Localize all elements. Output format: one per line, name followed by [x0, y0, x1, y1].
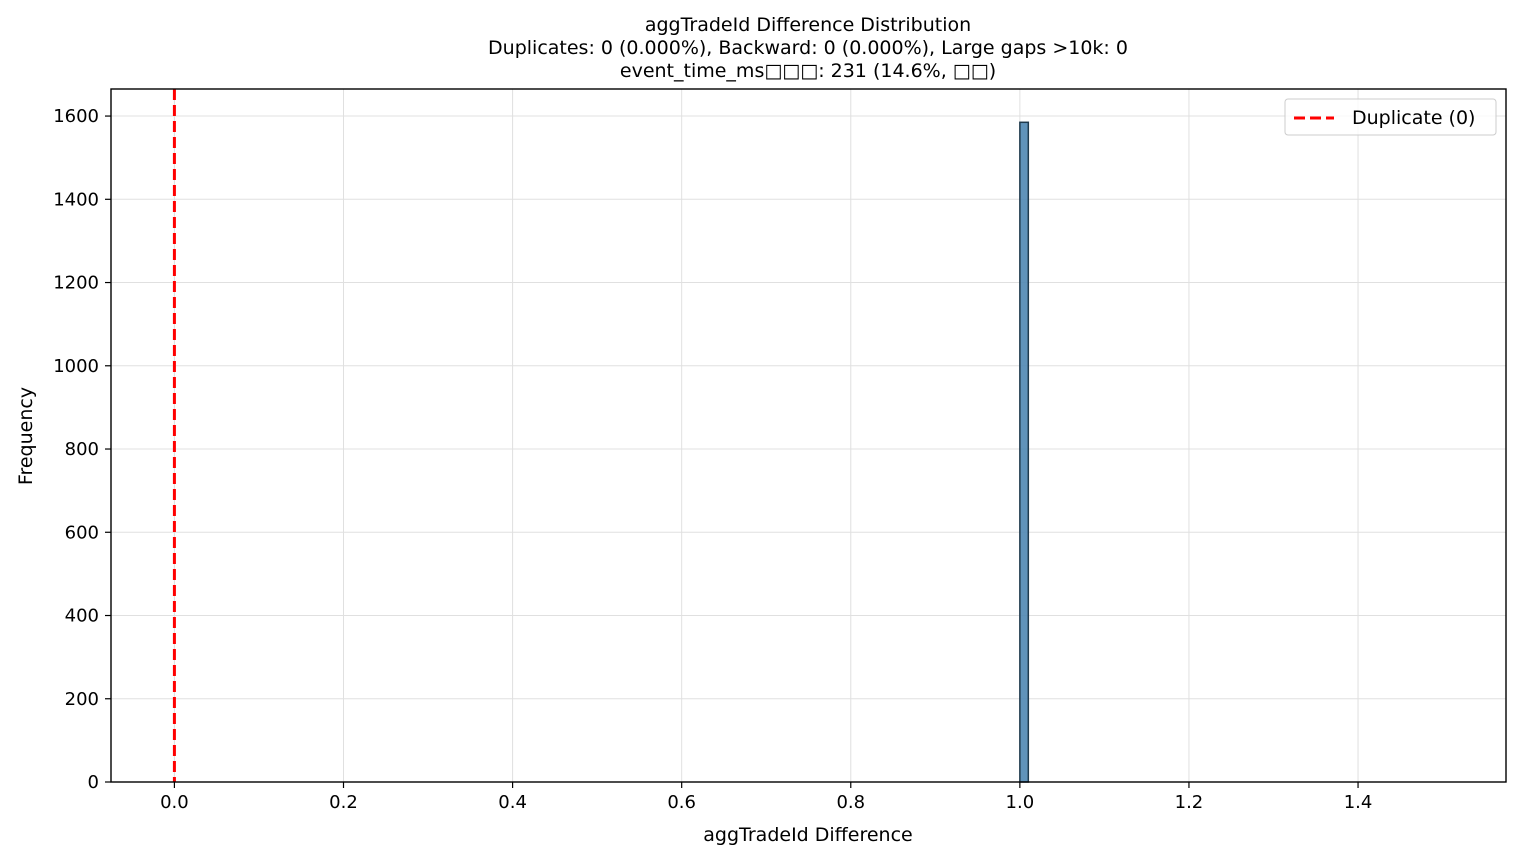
x-tick-label-6: 1.2 [1175, 792, 1204, 813]
y-tick-label-5: 1000 [53, 356, 99, 377]
x-tick-label-4: 0.8 [836, 792, 865, 813]
x-tick-label-2: 0.4 [498, 792, 527, 813]
grid-lines [111, 89, 1506, 783]
y-tick-label-2: 400 [65, 606, 99, 627]
x-axis-label: aggTradeId Difference [703, 824, 912, 846]
legend: Duplicate (0) [1284, 98, 1497, 136]
y-tick-label-6: 1200 [53, 273, 99, 294]
histogram-bar-0 [1019, 121, 1030, 783]
x-tick-label-5: 1.0 [1006, 792, 1035, 813]
chart-title-line-2: Duplicates: 0 (0.000%), Backward: 0 (0.0… [488, 37, 1128, 59]
chart-title-line-1: aggTradeId Difference Distribution [645, 14, 971, 36]
x-tick-label-0: 0.0 [160, 792, 189, 813]
plot-area-frame [110, 88, 1507, 783]
y-tick-label-3: 600 [65, 522, 99, 543]
y-tick-label-1: 200 [65, 689, 99, 710]
x-tick-label-3: 0.6 [667, 792, 696, 813]
legend-box [1284, 98, 1497, 136]
x-tick-label-7: 1.4 [1344, 792, 1373, 813]
x-axis-ticks: 0.0 0.2 0.4 0.6 0.8 1.0 1.2 1.4 [160, 782, 1372, 813]
y-tick-label-8: 1600 [53, 106, 99, 127]
y-axis-ticks: 0 200 400 600 800 1000 1200 1400 1600 [53, 106, 111, 793]
y-tick-label-4: 800 [65, 439, 99, 460]
chart-title-line-3: event_time_ms□□□: 231 (14.6%, □□) [620, 60, 996, 82]
y-tick-label-0: 0 [88, 772, 99, 793]
x-tick-label-1: 0.2 [329, 792, 358, 813]
chart-title: aggTradeId Difference Distribution Dupli… [488, 14, 1128, 82]
legend-label-duplicate: Duplicate (0) [1352, 107, 1475, 129]
y-axis-label: Frequency [15, 387, 37, 485]
histogram-bars [1019, 121, 1030, 783]
y-tick-label-7: 1400 [53, 189, 99, 210]
